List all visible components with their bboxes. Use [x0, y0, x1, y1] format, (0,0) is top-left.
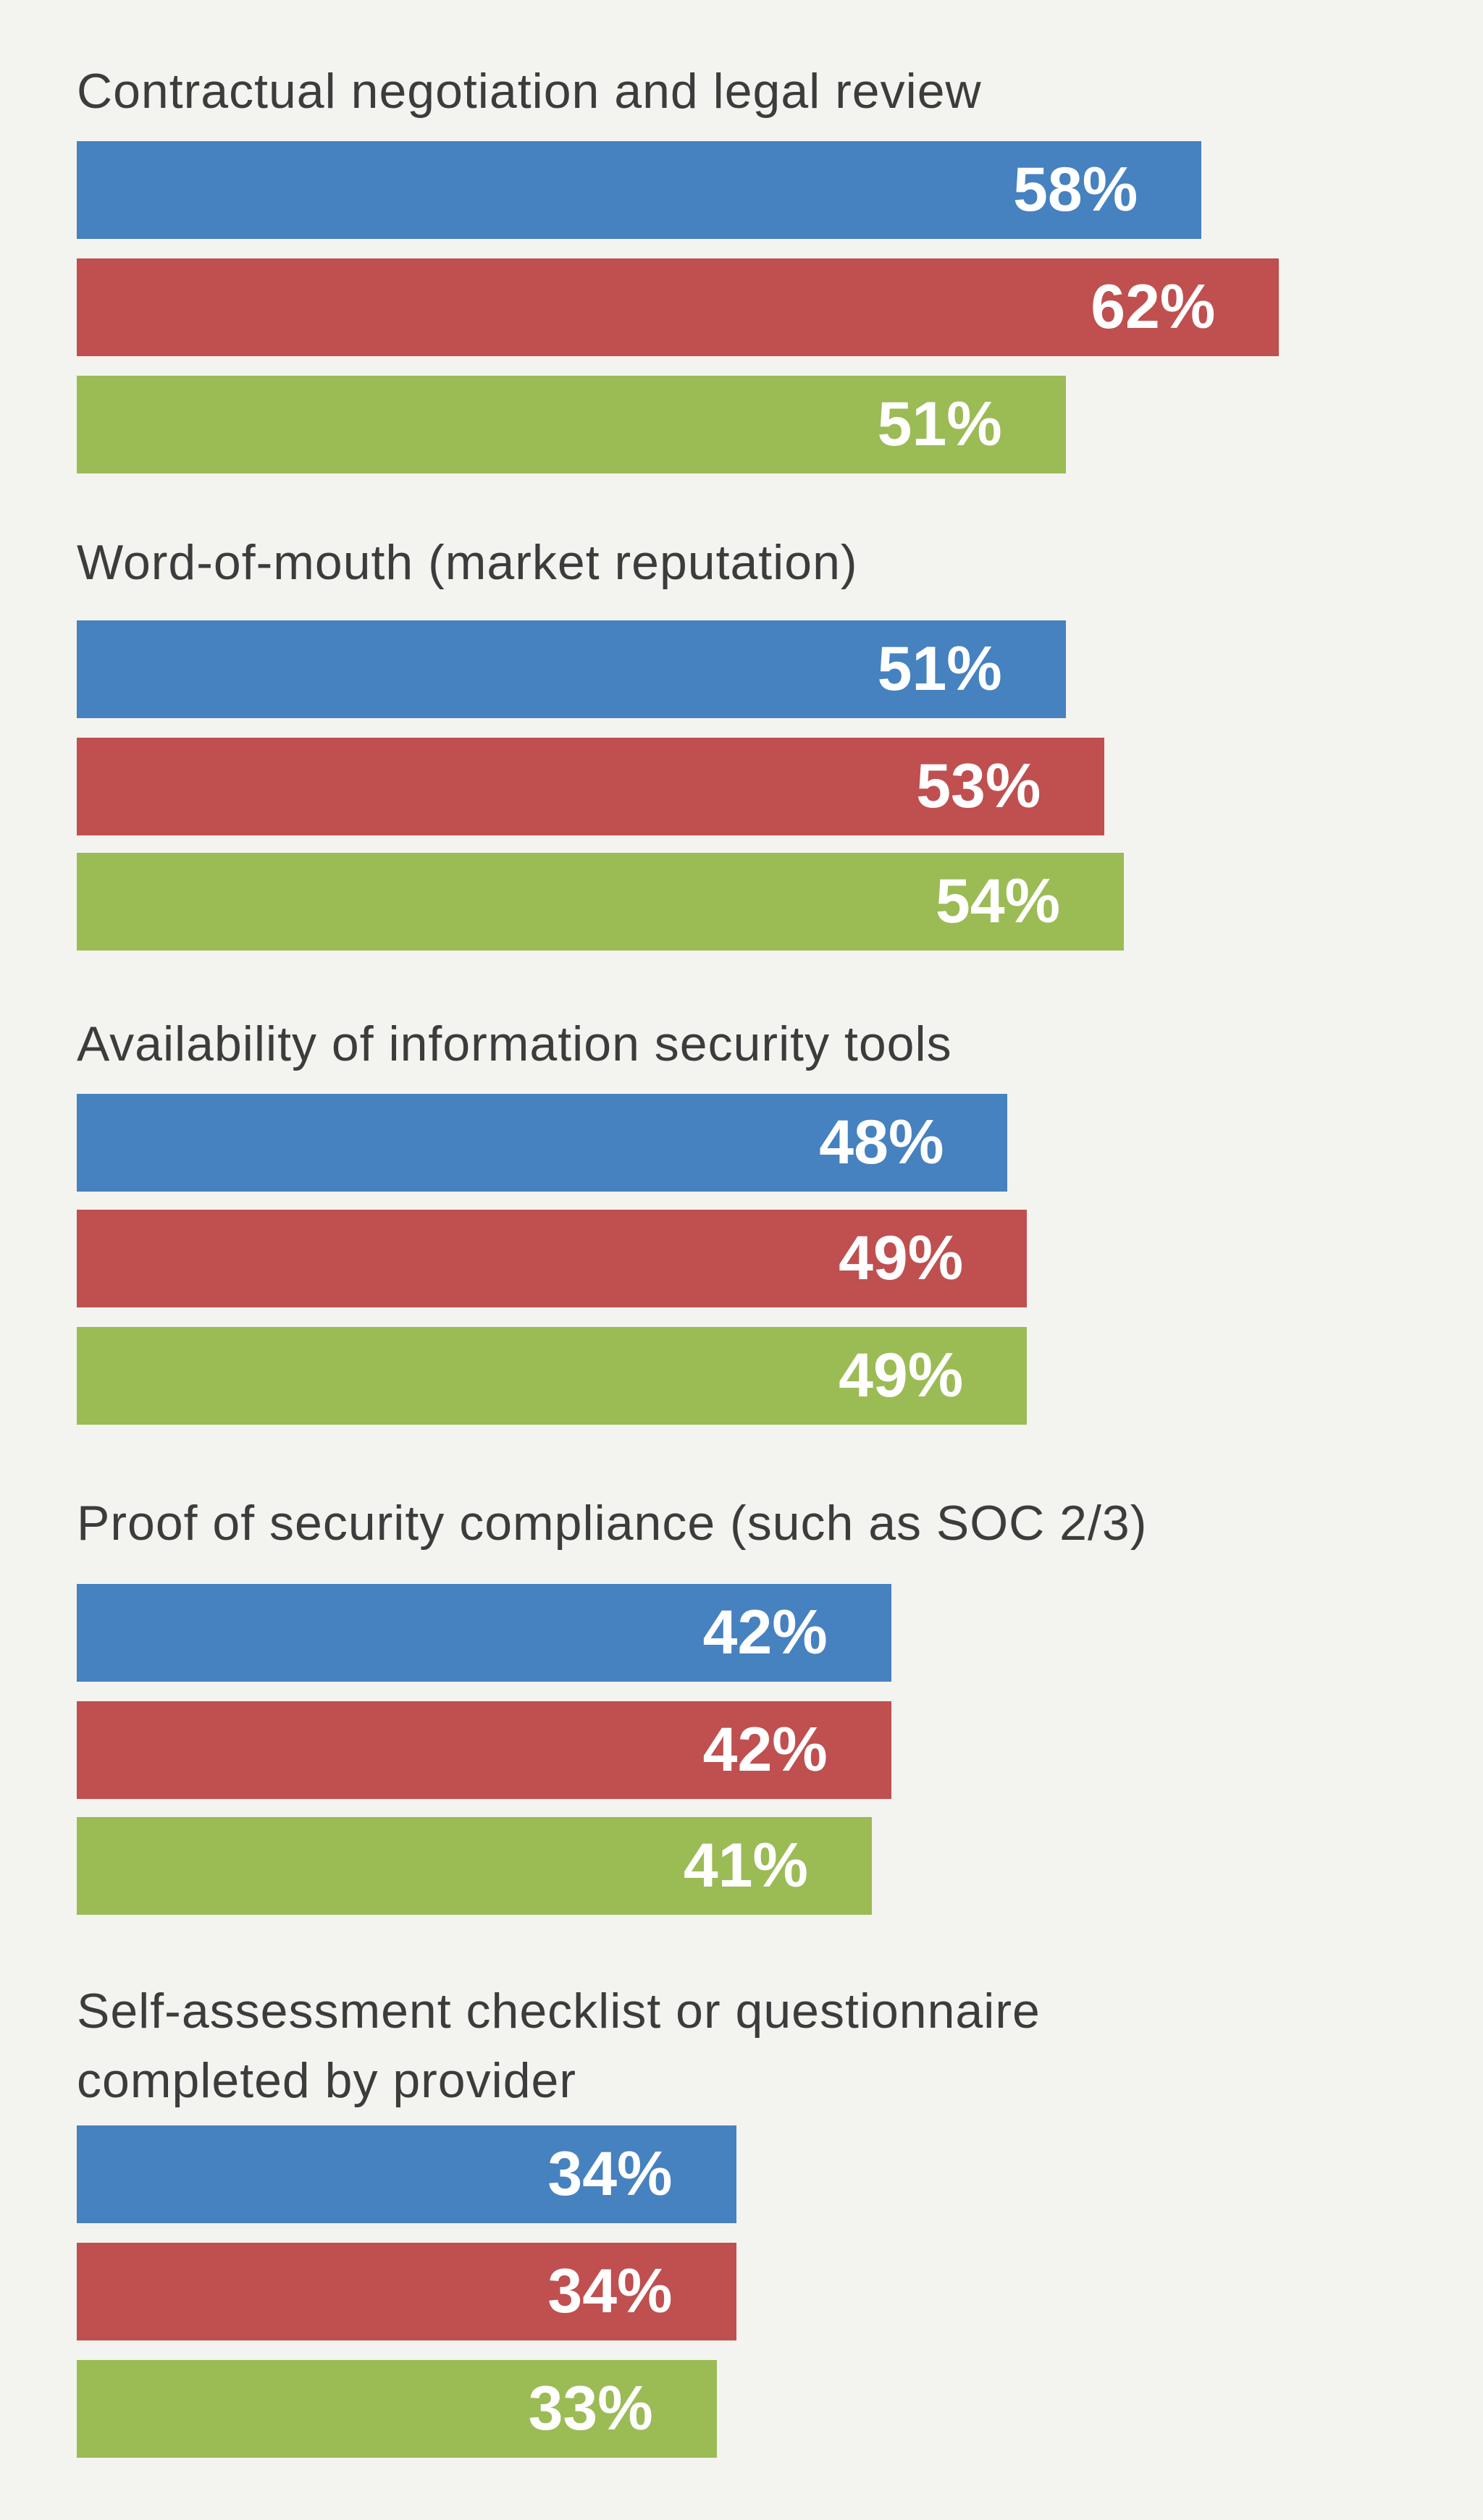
category-label: Contractual negotiation and legal review	[77, 64, 982, 119]
data-label: 62%	[1091, 272, 1216, 342]
category-label: Proof of security compliance (such as SO…	[77, 1495, 1148, 1551]
category-label: Availability of information security too…	[77, 1016, 952, 1072]
category-label: completed by provider	[77, 2052, 577, 2108]
bar-green: 41%	[77, 1816, 872, 1915]
category-label: Self-assessment checklist or questionnai…	[77, 1984, 1041, 2039]
bar-red: 42%	[77, 1701, 891, 1799]
data-label: 42%	[702, 1597, 828, 1667]
bar-green: 54%	[77, 853, 1125, 951]
bar-blue: 58%	[77, 141, 1202, 240]
data-label: 54%	[935, 867, 1061, 937]
bar-red: 62%	[77, 258, 1280, 357]
bar-red: 49%	[77, 1209, 1028, 1307]
bar-red: 53%	[77, 737, 1105, 835]
data-label: 34%	[547, 2138, 673, 2209]
bar-blue: 51%	[77, 620, 1066, 718]
bar-blue: 34%	[77, 2125, 736, 2223]
bar-blue: 42%	[77, 1583, 891, 1682]
data-label: 34%	[547, 2256, 673, 2326]
bar-blue: 48%	[77, 1094, 1008, 1192]
data-label: 51%	[877, 389, 1002, 460]
bar-green: 33%	[77, 2359, 717, 2458]
bar-red: 34%	[77, 2242, 736, 2340]
data-label: 58%	[1013, 155, 1138, 225]
data-label: 42%	[702, 1714, 828, 1784]
data-label: 33%	[528, 2373, 653, 2443]
data-label: 41%	[683, 1830, 808, 1900]
bar-green: 49%	[77, 1326, 1028, 1425]
data-label: 53%	[916, 751, 1041, 821]
data-label: 48%	[819, 1108, 944, 1178]
data-label: 49%	[839, 1223, 964, 1293]
data-label: 49%	[839, 1340, 964, 1410]
bar-green: 51%	[77, 376, 1066, 474]
category-label: Word-of-mouth (market reputation)	[77, 534, 858, 590]
data-label: 51%	[877, 633, 1002, 704]
